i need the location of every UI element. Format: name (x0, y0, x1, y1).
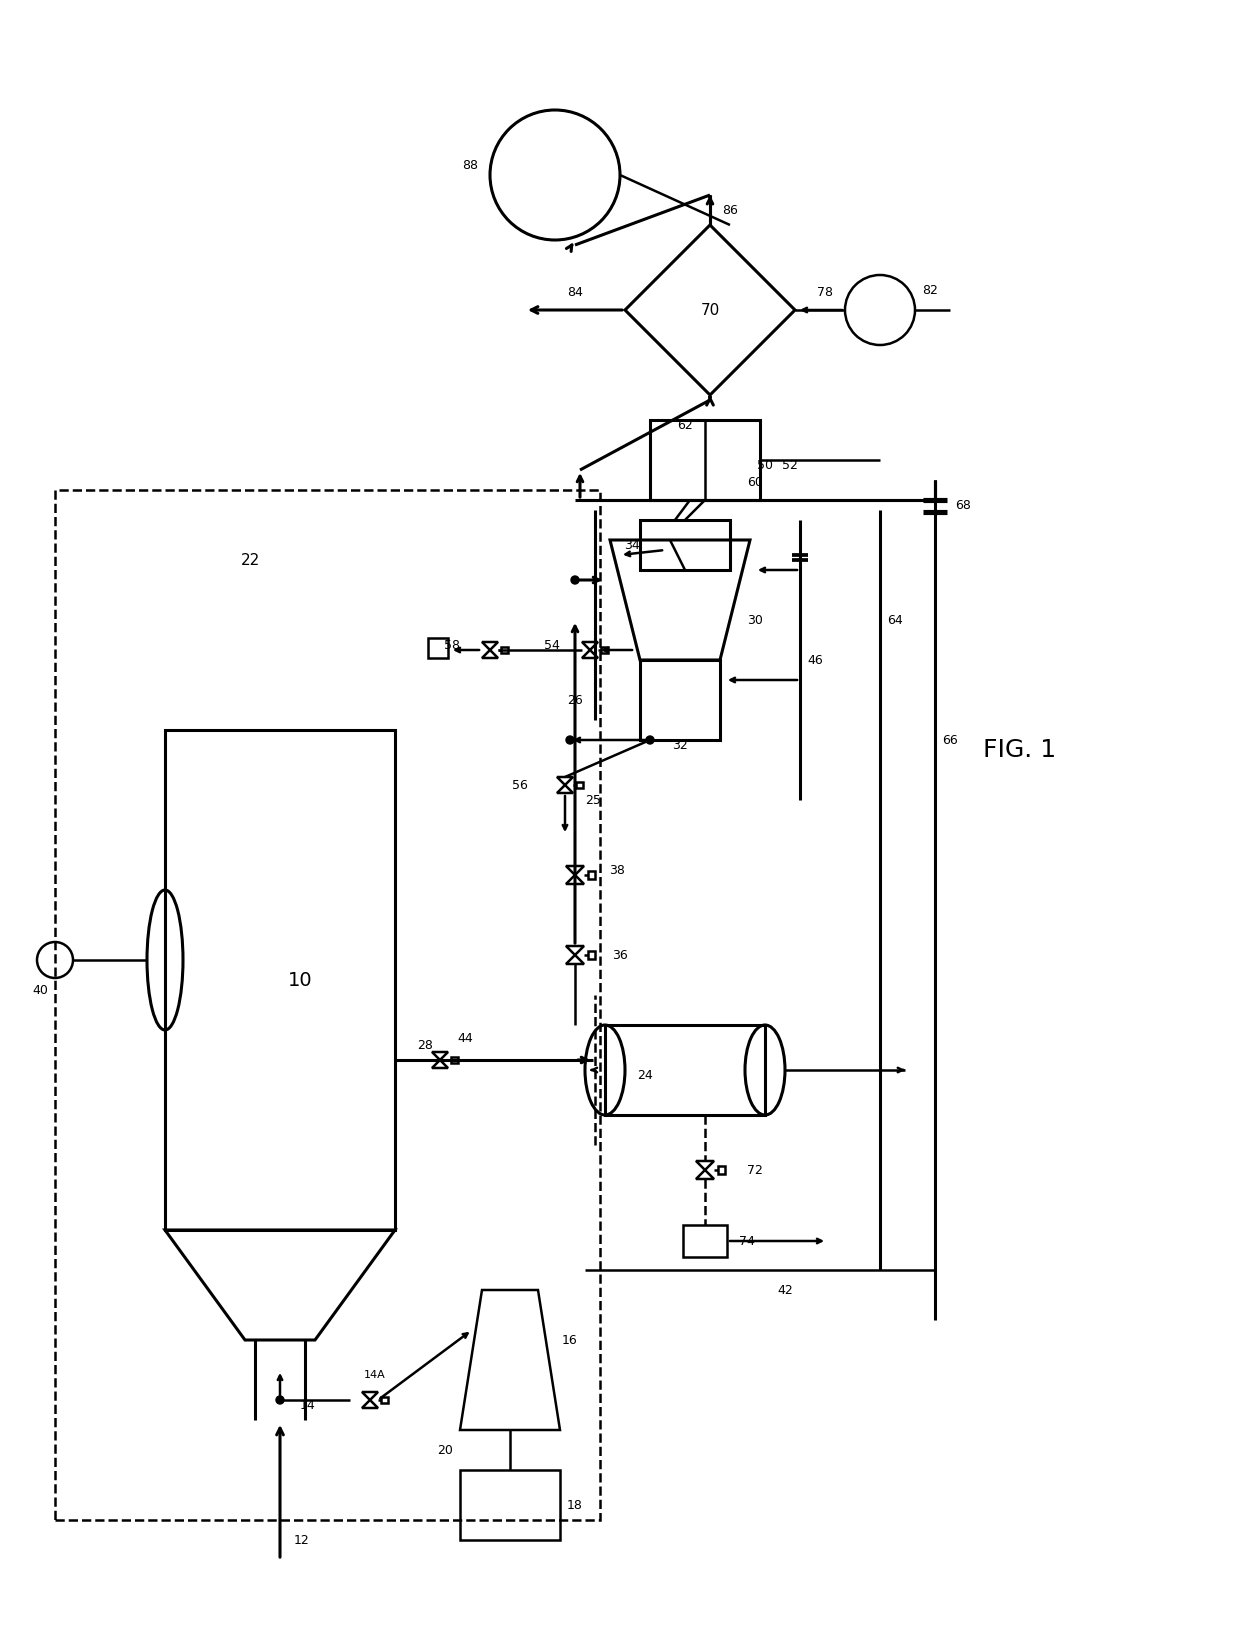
Circle shape (277, 1396, 284, 1404)
Bar (460, 1470, 560, 1540)
Bar (601, 647, 608, 654)
Text: 44: 44 (458, 1031, 472, 1044)
Bar (55, 489, 600, 1520)
Text: 10: 10 (288, 970, 312, 990)
Text: 40: 40 (32, 984, 48, 997)
Text: 18: 18 (567, 1499, 583, 1512)
Text: 84: 84 (567, 286, 583, 299)
Bar (718, 1166, 725, 1174)
Circle shape (646, 736, 653, 744)
Bar (428, 639, 448, 658)
Text: 62: 62 (677, 419, 693, 432)
Text: 64: 64 (887, 614, 903, 627)
Text: 36: 36 (613, 949, 627, 962)
Text: 88: 88 (463, 159, 477, 171)
Bar (640, 521, 730, 570)
Bar (683, 1225, 727, 1258)
Circle shape (570, 576, 579, 585)
Text: 58: 58 (444, 639, 460, 652)
Bar (577, 782, 583, 788)
Bar (451, 1057, 458, 1064)
Text: 56: 56 (512, 778, 528, 791)
Text: 82: 82 (923, 284, 937, 297)
Text: 25: 25 (585, 793, 601, 806)
Text: 70: 70 (701, 302, 719, 317)
Bar (588, 872, 595, 878)
Text: 78: 78 (817, 286, 833, 299)
Bar (605, 1025, 765, 1115)
Text: 68: 68 (955, 499, 971, 512)
Bar (165, 731, 396, 1230)
Text: 14: 14 (300, 1399, 316, 1412)
Text: 46: 46 (807, 654, 823, 667)
Bar (381, 1397, 388, 1404)
Text: 14A: 14A (365, 1369, 386, 1379)
Text: 34: 34 (624, 539, 640, 552)
Text: 32: 32 (672, 739, 688, 752)
Bar (640, 660, 720, 741)
Text: 86: 86 (722, 204, 738, 217)
Text: 12: 12 (294, 1534, 310, 1547)
Text: 50: 50 (756, 458, 773, 471)
Circle shape (565, 736, 574, 744)
Text: 66: 66 (942, 734, 957, 747)
Text: 16: 16 (562, 1333, 578, 1346)
Bar (650, 420, 760, 501)
Text: 20: 20 (436, 1443, 453, 1456)
Bar (588, 951, 595, 959)
Text: 42: 42 (777, 1284, 792, 1297)
Text: 38: 38 (609, 864, 625, 877)
Text: 24: 24 (637, 1069, 653, 1082)
Text: 60: 60 (746, 476, 763, 489)
Text: 74: 74 (739, 1235, 755, 1248)
Text: 26: 26 (567, 693, 583, 706)
Text: 28: 28 (417, 1038, 433, 1051)
Text: 22: 22 (241, 552, 259, 568)
Text: 72: 72 (746, 1164, 763, 1177)
Text: 54: 54 (544, 639, 560, 652)
Text: FIG. 1: FIG. 1 (983, 737, 1056, 762)
Text: 52: 52 (782, 458, 797, 471)
Bar (501, 647, 507, 654)
Text: 30: 30 (746, 614, 763, 627)
